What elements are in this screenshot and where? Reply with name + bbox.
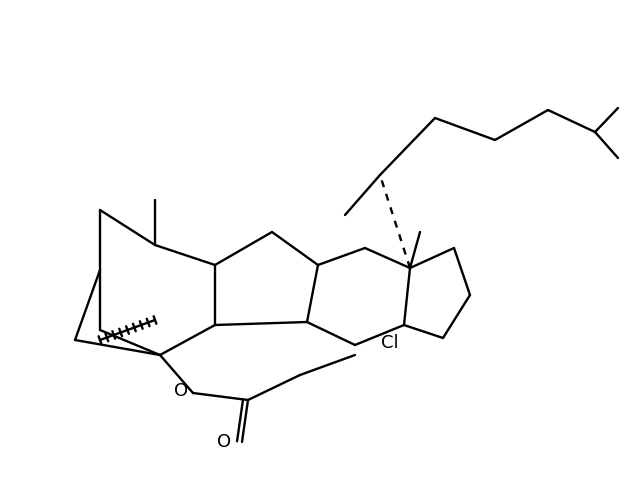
Text: O: O (174, 382, 188, 400)
Text: O: O (217, 433, 231, 451)
Text: Cl: Cl (381, 334, 399, 352)
